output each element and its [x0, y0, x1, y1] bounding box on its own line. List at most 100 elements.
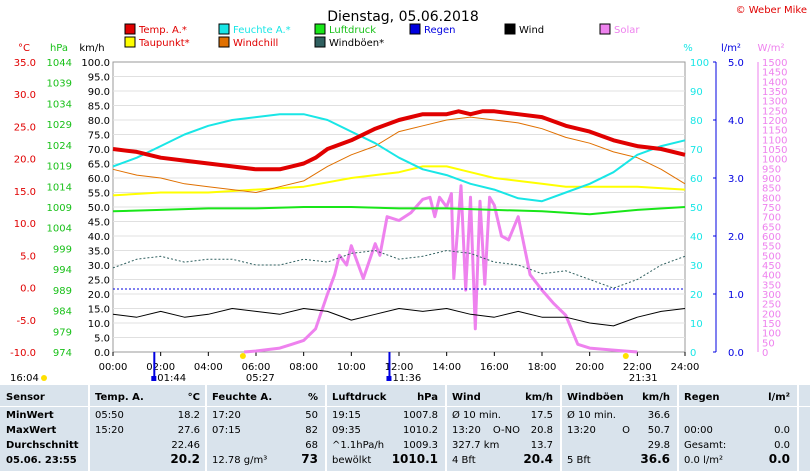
- pressure-tick-label: 1044: [47, 58, 72, 69]
- table-cell-gust-t: 13:20: [567, 425, 596, 436]
- humidity-tick-label: 70: [690, 145, 703, 156]
- header-press-unit: hPa: [417, 392, 438, 403]
- pressure-tick-label: 974: [53, 348, 72, 359]
- series-feuchte-a: [112, 113, 686, 203]
- wind-tick-label: 25.0: [88, 276, 110, 287]
- temp-tick-label: -10.0: [10, 348, 36, 359]
- table-cell-hum-t: 17:20: [212, 410, 241, 421]
- min-marker-icon: [151, 376, 157, 381]
- solar-tick-label: 850: [762, 184, 781, 195]
- solar-tick-label: 450: [762, 261, 781, 272]
- solar-tick-label: 300: [762, 290, 781, 301]
- legend-swatch: [314, 23, 326, 35]
- header-rain: Regen: [684, 392, 720, 403]
- solar-tick-label: 600: [762, 232, 781, 243]
- solar-tick-label: 0: [762, 348, 768, 359]
- solar-tick-label: 700: [762, 213, 781, 224]
- temp-tick-label: 20.0: [14, 155, 36, 166]
- x-tick-label: 02:00: [146, 362, 175, 373]
- humidity-tick-label: 50: [690, 203, 703, 214]
- solar-tick-label: 1200: [762, 116, 787, 127]
- wind-tick-label: 20.0: [88, 290, 110, 301]
- temp-tick-label: 15.0: [14, 187, 36, 198]
- pressure-unit: hPa: [50, 43, 68, 54]
- chart-title: Dienstag, 05.06.2018: [327, 9, 478, 25]
- table-cell-temp-t: 15:20: [95, 425, 124, 436]
- x-tick-label: 04:00: [194, 362, 223, 373]
- temp-tick-label: 30.0: [14, 90, 36, 101]
- wind-tick-label: 45.0: [88, 218, 110, 229]
- series: [112, 109, 686, 354]
- pressure-tick-label: 1009: [47, 203, 72, 214]
- solar-tick-label: 1450: [762, 68, 787, 79]
- table-cell-label: Durchschnitt: [6, 440, 79, 451]
- solar-unit: W/m²: [757, 43, 784, 54]
- table-cell-press-v: 1007.8: [403, 410, 438, 421]
- header-sensor: Sensor: [6, 392, 45, 403]
- legend-label: Luftdruck: [329, 25, 376, 36]
- pressure-tick-label: 994: [53, 265, 72, 276]
- humidity-tick-label: 20: [690, 290, 703, 301]
- temp-tick-label: -5.0: [16, 316, 36, 327]
- solar-tick-label: 950: [762, 164, 781, 175]
- wind-tick-label: 40.0: [88, 232, 110, 243]
- temp-tick-label: 10.0: [14, 219, 36, 230]
- time-markers: 16:04 01:44 05:27 11:36 21:31: [10, 352, 658, 384]
- series-wind: [112, 308, 686, 327]
- solar-tick-label: 1000: [762, 155, 787, 166]
- table-cell-wind-v: 17.5: [530, 410, 553, 421]
- solar-tick-label: 200: [762, 309, 781, 320]
- solar-tick-label: 1050: [762, 145, 787, 156]
- header-hum: Feuchte A.: [212, 392, 273, 403]
- header-wind-unit: km/h: [525, 392, 553, 403]
- x-tick-label: 08:00: [289, 362, 318, 373]
- header-press: Luftdruck: [332, 392, 387, 403]
- series-luftdruck: [112, 206, 686, 216]
- wind-tick-label: 30.0: [88, 261, 110, 272]
- table-cell-label: MaxWert: [6, 425, 57, 436]
- wind-tick-label: 70.0: [88, 145, 110, 156]
- pressure-tick-label: 1029: [47, 120, 72, 131]
- table-cell-gust-v: 36.6: [647, 410, 670, 421]
- legend-label: Regen: [424, 25, 456, 36]
- pressure-tick-label: 984: [53, 307, 72, 318]
- wind-tick-label: 100.0: [81, 58, 110, 69]
- pressure-tick-label: 1019: [47, 162, 72, 173]
- sun-time-label: 21:31: [629, 373, 658, 384]
- pressure-tick-label: 1039: [47, 79, 72, 90]
- pressure-tick-label: 989: [53, 286, 72, 297]
- tick-labels: 100.095.090.085.080.075.070.065.060.055.…: [10, 58, 787, 373]
- wind-tick-label: 65.0: [88, 160, 110, 171]
- stats-table: Sensor Temp. A. °C Feuchte A. % Luftdruc…: [0, 385, 810, 471]
- wind-tick-label: 5.0: [94, 334, 110, 345]
- table-cell-label: MinWert: [6, 410, 54, 421]
- humidity-tick-label: 80: [690, 116, 703, 127]
- header-wind: Wind: [452, 392, 481, 403]
- series-windb-en: [112, 250, 686, 289]
- wind-tick-label: 85.0: [88, 102, 110, 113]
- wind-tick-label: 50.0: [88, 203, 110, 214]
- table-cell-hum-t: 12.78 g/m³: [212, 455, 268, 466]
- table-cell-wind-v: 20.8: [530, 425, 553, 436]
- temp-tick-label: 35.0: [14, 58, 36, 69]
- solar-tick-label: 1300: [762, 97, 787, 108]
- table-cell-wind-m: O-NO: [492, 425, 520, 436]
- temp-unit: °C: [18, 43, 30, 54]
- header-gust-unit: km/h: [642, 392, 670, 403]
- table-cell-wind-t: 4 Bft: [452, 455, 476, 466]
- table-cell-temp-v: 18.2: [177, 410, 200, 421]
- solar-tick-label: 1400: [762, 77, 787, 88]
- axis-unit-labels: °C hPa km/h % l/m² W/m²: [18, 43, 785, 54]
- humidity-tick-label: 30: [690, 261, 703, 272]
- table-cell-rain-t: 00:00: [684, 425, 713, 436]
- solar-tick-label: 900: [762, 174, 781, 185]
- legend-swatch: [504, 23, 516, 35]
- table-cell-press-v: 1009.3: [403, 440, 438, 451]
- wind-tick-label: 60.0: [88, 174, 110, 185]
- table-cell-wind-t: Ø 10 min.: [452, 410, 501, 421]
- table-cell-temp-t: 05:50: [95, 410, 124, 421]
- series-temp-a: [112, 109, 686, 172]
- solar-tick-label: 400: [762, 271, 781, 282]
- sun-time-label: 05:27: [246, 373, 275, 384]
- solar-tick-label: 1250: [762, 106, 787, 117]
